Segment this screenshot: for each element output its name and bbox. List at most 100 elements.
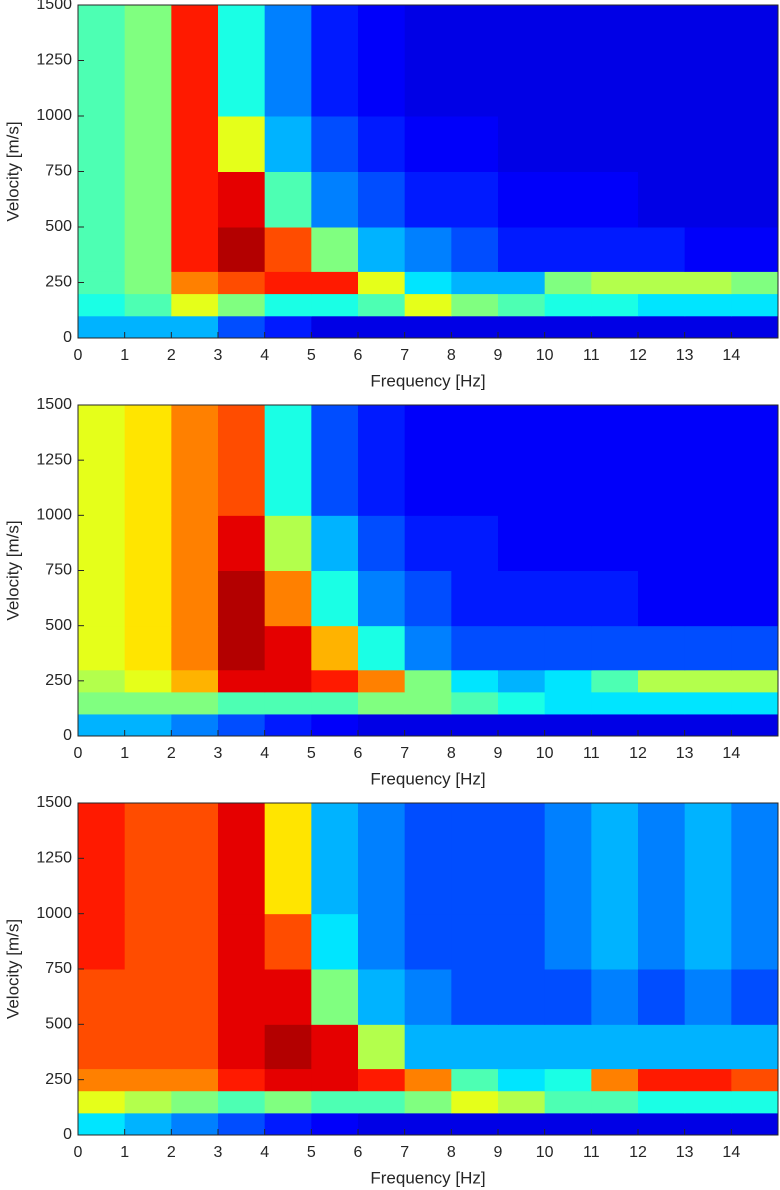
heatmap-cell <box>124 913 172 970</box>
heatmap-cell <box>544 1090 592 1114</box>
heatmap-cell <box>171 1090 219 1114</box>
heatmap-cell <box>591 570 639 627</box>
heatmap-cell <box>171 271 219 295</box>
heatmap-cell <box>498 570 546 627</box>
x-tick-label: 9 <box>494 1144 503 1161</box>
heatmap-cell <box>404 803 452 915</box>
heatmap-cell <box>171 293 219 317</box>
heatmap-cell <box>171 116 219 172</box>
heatmap-cell <box>311 913 359 970</box>
heatmap-cell <box>218 116 266 172</box>
heatmap-cell <box>404 271 452 295</box>
y-tick-label: 750 <box>45 562 72 579</box>
heatmap-cell <box>684 315 732 339</box>
heatmap-cell <box>124 625 172 671</box>
heatmap-cell <box>731 293 779 317</box>
x-tick-label: 4 <box>260 1144 269 1161</box>
y-tick-label: 0 <box>63 727 72 744</box>
heatmap-cell <box>498 1090 546 1114</box>
heatmap-cell <box>311 625 359 671</box>
heatmap-cell <box>498 913 546 970</box>
heatmap-cell <box>638 227 686 272</box>
heatmap-cell <box>404 969 452 1025</box>
y-tick-label: 500 <box>45 218 72 235</box>
heatmap-cell <box>171 691 219 715</box>
heatmap-cell <box>78 293 126 317</box>
heatmap-cell <box>451 669 499 693</box>
heatmap-cell <box>124 227 172 272</box>
heatmap-cell <box>78 271 126 295</box>
heatmap-cell <box>638 315 686 339</box>
heatmap-cell <box>218 803 266 915</box>
heatmap-cell <box>451 271 499 295</box>
heatmap-cell <box>358 171 406 228</box>
heatmap-cell <box>264 1090 312 1114</box>
heatmap-cell <box>731 713 779 737</box>
heatmap-cell <box>218 1090 266 1114</box>
heatmap-cell <box>358 315 406 339</box>
heatmap-cell <box>311 1112 359 1136</box>
heatmap-cell <box>218 515 266 571</box>
heatmap-cell <box>404 227 452 272</box>
x-tick-label: 12 <box>629 347 647 364</box>
heatmap-cell <box>171 570 219 627</box>
heatmap-cell <box>124 1024 172 1070</box>
heatmap-cell <box>451 713 499 737</box>
heatmap-cell <box>498 171 546 228</box>
heatmap-cell <box>124 1112 172 1136</box>
heatmap-cell <box>404 515 452 571</box>
heatmap-cell <box>498 293 546 317</box>
heatmap-cell <box>78 5 126 117</box>
heatmap-cell <box>591 5 639 117</box>
heatmap-cell <box>404 405 452 516</box>
heatmap-cell <box>544 271 592 295</box>
heatmap-cell <box>171 713 219 737</box>
heatmap-cell <box>171 803 219 915</box>
heatmap-cell <box>124 271 172 295</box>
heatmap-cell <box>498 5 546 117</box>
heatmap-cell <box>451 1068 499 1092</box>
heatmap-cell <box>731 1112 779 1136</box>
heatmap-cell <box>404 625 452 671</box>
heatmap-cell <box>311 691 359 715</box>
x-tick-label: 4 <box>260 745 269 762</box>
y-tick-label: 0 <box>63 329 72 346</box>
heatmap-cell <box>311 669 359 693</box>
heatmap-cell <box>78 969 126 1025</box>
x-tick-label: 11 <box>583 745 600 762</box>
heatmap-cell <box>591 713 639 737</box>
heatmap-cell <box>264 969 312 1025</box>
heatmap-cell <box>451 171 499 228</box>
heatmap-cell <box>731 1090 779 1114</box>
heatmap-cell <box>498 669 546 693</box>
heatmap-cell <box>218 913 266 970</box>
x-tick-label: 5 <box>307 347 316 364</box>
heatmap-cell <box>731 570 779 627</box>
heatmap-cell <box>218 625 266 671</box>
heatmap-cell <box>311 570 359 627</box>
heatmap-cell <box>591 669 639 693</box>
y-axis-label: Velocity [m/s] <box>3 520 22 620</box>
heatmap-cell <box>731 227 779 272</box>
heatmap-cell <box>731 969 779 1025</box>
heatmap-cell <box>404 293 452 317</box>
heatmap-cell <box>451 227 499 272</box>
heatmap-cell <box>684 691 732 715</box>
y-tick-label: 1500 <box>36 794 72 811</box>
heatmap-cell <box>684 171 732 228</box>
x-tick-label: 0 <box>74 745 83 762</box>
heatmap-cell <box>638 271 686 295</box>
heatmap-cell <box>124 570 172 627</box>
heatmap-cell <box>498 315 546 339</box>
heatmap-cell <box>591 969 639 1025</box>
heatmap-cell <box>264 1112 312 1136</box>
heatmap-cell <box>218 570 266 627</box>
heatmap-cell <box>358 669 406 693</box>
heatmap-cell <box>218 405 266 516</box>
heatmap-cell <box>358 227 406 272</box>
heatmap-cell <box>544 293 592 317</box>
x-tick-label: 11 <box>583 347 600 364</box>
heatmap-cell <box>78 171 126 228</box>
heatmap-cell <box>264 570 312 627</box>
